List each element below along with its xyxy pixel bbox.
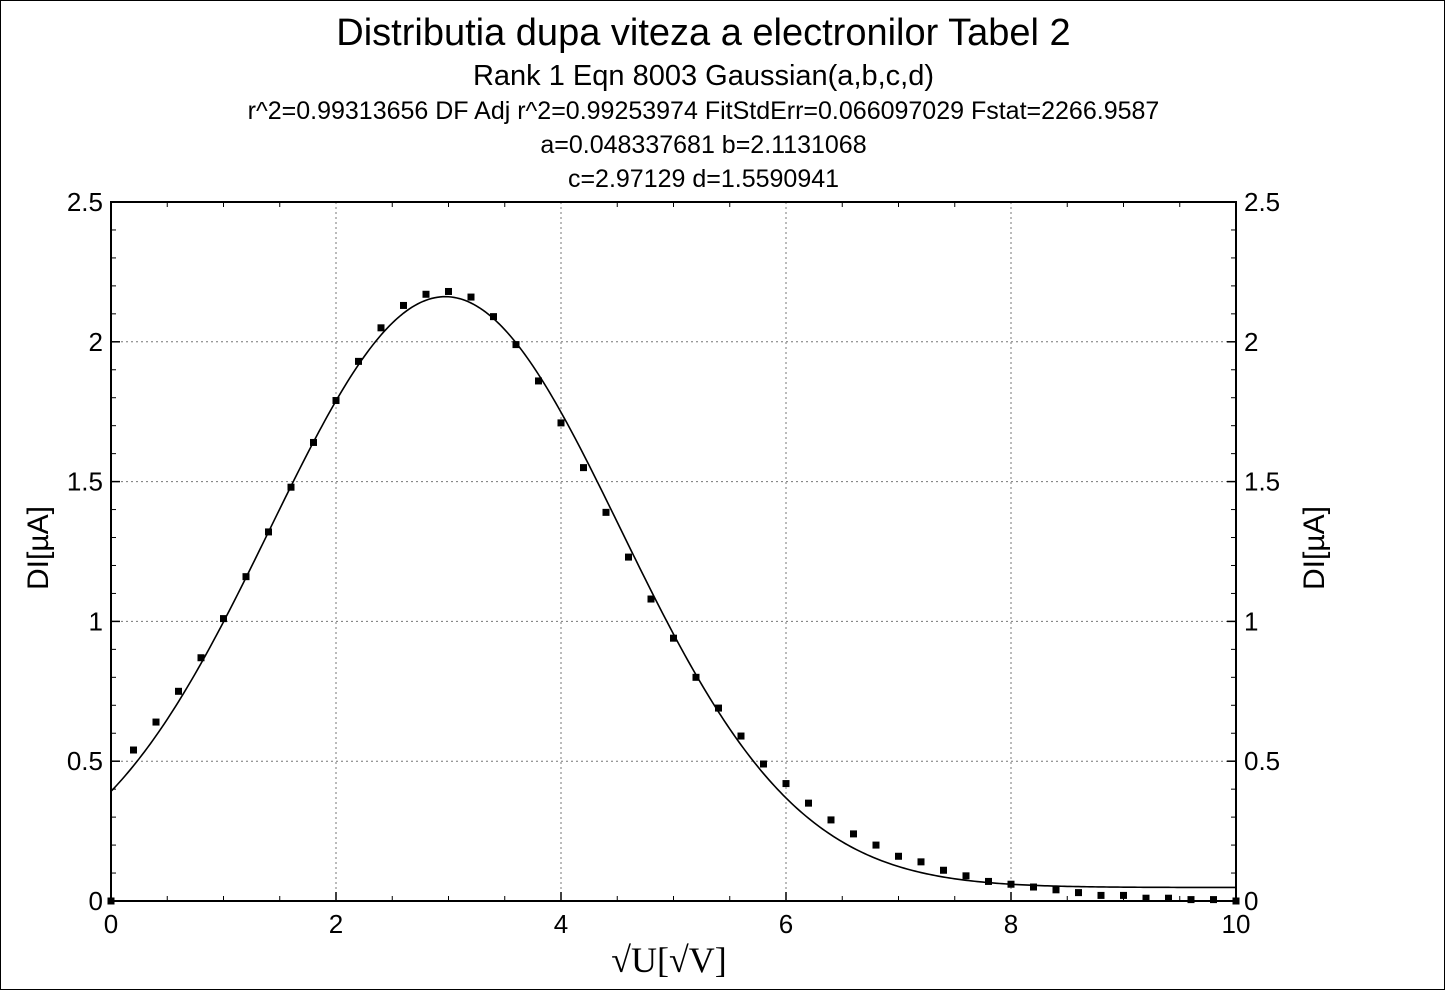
data-point	[940, 866, 947, 874]
data-point	[445, 287, 452, 295]
data-point	[130, 746, 137, 754]
x-tick-label-2: 4	[554, 909, 568, 939]
data-point	[355, 357, 362, 365]
x-tick-label-5: 10	[1222, 909, 1251, 939]
chart-subtitle: Rank 1 Eqn 8003 Gaussian(a,b,c,d)	[472, 60, 935, 92]
y-tick-label-1: 0.5	[67, 746, 103, 776]
y-tick-label-3: 1.5	[67, 467, 103, 497]
data-point	[107, 897, 115, 905]
data-point	[175, 687, 182, 695]
y-tick-label-0: 0	[89, 886, 103, 916]
x-tick-label-0: 0	[104, 909, 118, 939]
data-point	[377, 324, 385, 332]
y-tick-label-right-1: 0.5	[1244, 746, 1280, 776]
data-point	[1007, 880, 1015, 888]
data-point	[1142, 894, 1150, 902]
y-tick-label-right-2: 1	[1244, 606, 1258, 636]
data-point	[1097, 891, 1105, 899]
y-tick-label-right-0: 0	[1244, 886, 1258, 916]
data-point	[917, 858, 925, 866]
x-axis-label: √U[√V]	[611, 940, 727, 980]
data-point	[580, 464, 587, 472]
y-tick-label-right-4: 2	[1244, 327, 1258, 357]
data-point	[805, 799, 812, 807]
y-tick-label-right-5: 2.5	[1244, 187, 1280, 217]
data-point	[782, 780, 790, 788]
fit-stats: r^2=0.99313656 DF Adj r^2=0.99253974 Fit…	[247, 97, 1160, 125]
data-point	[602, 508, 610, 516]
y-axis-label: DI[µA]	[22, 506, 55, 590]
x-tick-label-3: 6	[779, 909, 793, 939]
fit-curve	[110, 295, 1236, 889]
tick-labels: 0 2 4 6 8 100 00.5 0.51 11.5 1.52 22.5 2.5	[67, 187, 1280, 939]
data-point	[1232, 897, 1240, 905]
y-tick-label-right-3: 1.5	[1244, 467, 1280, 497]
data-point	[287, 483, 295, 491]
data-point	[827, 816, 835, 824]
data-point	[692, 673, 700, 681]
data-point	[265, 528, 272, 536]
data-point	[962, 872, 970, 880]
data-point	[220, 615, 227, 623]
x-tick-label-4: 8	[1004, 909, 1018, 939]
data-point	[152, 718, 160, 726]
data-point	[490, 313, 497, 321]
axis-ticks	[110, 201, 1237, 902]
data-point	[872, 841, 880, 849]
data-point	[535, 377, 542, 385]
data-point	[1075, 889, 1082, 897]
y-tick-label-2: 1	[89, 606, 103, 636]
data-point	[647, 595, 655, 603]
data-point	[310, 438, 317, 446]
data-point	[422, 290, 430, 298]
data-point	[985, 877, 992, 885]
data-point	[1210, 896, 1217, 904]
data-point	[242, 573, 250, 581]
data-point	[1165, 894, 1172, 902]
data-point	[895, 852, 902, 860]
data-point	[1030, 883, 1037, 891]
x-tick-label-1: 2	[329, 909, 343, 939]
data-point	[737, 732, 745, 740]
data-point	[400, 301, 407, 309]
data-point	[715, 704, 722, 712]
fit-params-cd: c=2.97129 d=1.5590941	[567, 165, 840, 193]
y-tick-label-5: 2.5	[67, 187, 103, 217]
data-point	[625, 553, 632, 561]
data-point	[670, 634, 677, 642]
y-axis-label-right: DI[µA]	[1298, 506, 1331, 590]
data-point	[197, 654, 205, 662]
plot-area	[110, 201, 1237, 902]
y-tick-label-4: 2	[89, 327, 103, 357]
data-point	[512, 341, 520, 349]
fit-params-ab: a=0.048337681 b=2.1131068	[540, 131, 867, 159]
data-point	[332, 397, 340, 405]
grid-lines	[111, 202, 1236, 901]
data-points	[107, 287, 1240, 905]
data-point	[1120, 891, 1127, 899]
chart-title: Distributia dupa viteza a electronilor T…	[336, 12, 1071, 54]
data-point	[557, 419, 565, 427]
data-point	[1052, 886, 1060, 894]
data-point	[850, 830, 857, 838]
data-point	[1187, 896, 1195, 904]
data-point	[467, 293, 475, 301]
data-point	[760, 760, 767, 768]
